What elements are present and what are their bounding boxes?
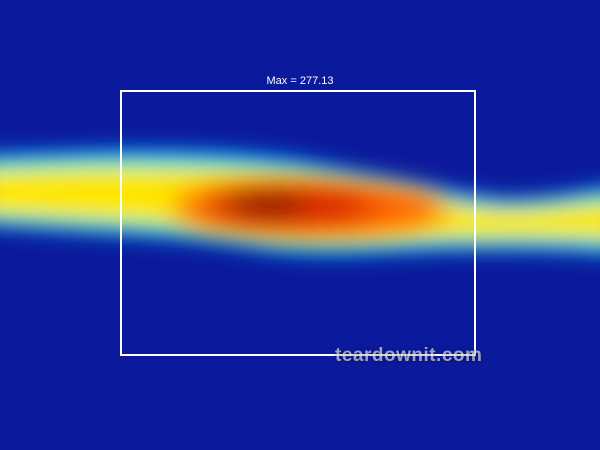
- watermark: teardownit.com: [335, 345, 483, 366]
- max-temperature-label: Max = 277.13: [266, 75, 334, 87]
- measurement-region-box: [120, 90, 476, 356]
